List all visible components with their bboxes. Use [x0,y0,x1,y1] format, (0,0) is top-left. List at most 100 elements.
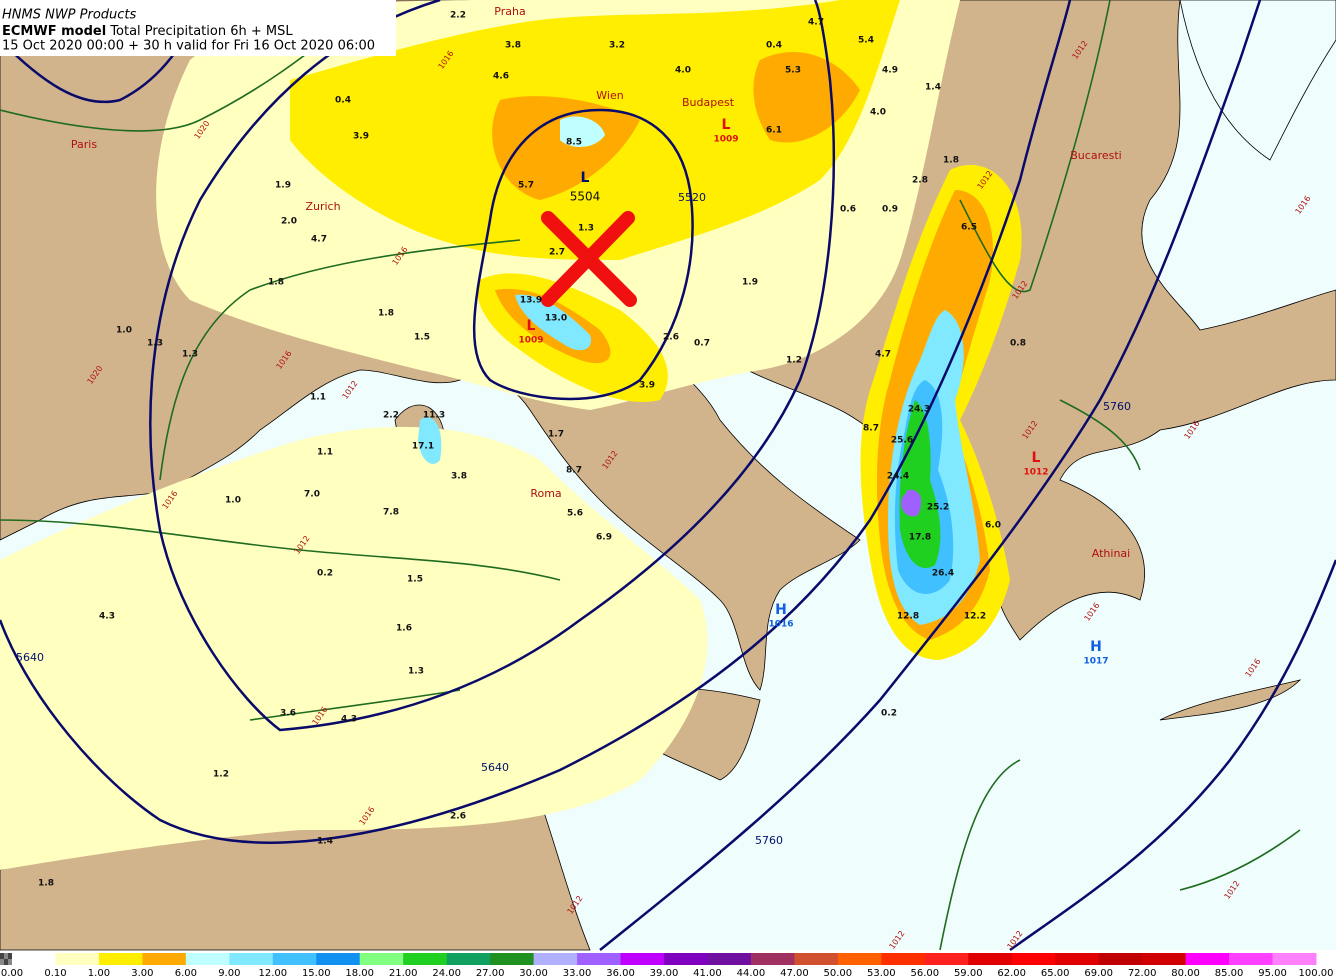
precipitation-value: 8.5 [566,138,582,148]
pressure-symbol: L [527,318,536,334]
header-valid: 15 Oct 2020 00:00 + 30 h valid for Fri 1… [2,39,375,54]
precipitation-value: 4.3 [341,715,357,725]
precipitation-value: 1.6 [396,624,412,634]
precipitation-value: 1.3 [408,667,424,677]
city-label: Praha [494,5,525,18]
geopotential-label: 5520 [678,191,706,204]
precipitation-value: 3.9 [639,381,655,391]
legend-label: 3.00 [131,968,153,979]
precipitation-value: 1.9 [742,278,758,288]
header-line: ECMWF model Total Precipitation 6h + MSL [2,24,293,39]
precipitation-value: 24.4 [887,472,909,482]
precipitation-value: 2.0 [281,217,297,227]
precipitation-value: 1.8 [378,309,394,319]
pressure-value: 1012 [1023,468,1048,478]
legend-swatch [1185,953,1230,965]
precipitation-value: 2.6 [450,812,466,822]
legend-label: 36.00 [606,968,635,979]
legend-checker [0,953,4,959]
precipitation-value: 1.0 [225,496,241,506]
precipitation-value: 4.7 [311,235,327,245]
pressure-value: 5504 [570,190,601,204]
precipitation-value: 1.4 [925,83,941,93]
precipitation-value: 0.8 [1010,339,1026,349]
precipitation-value: 12.2 [964,612,986,622]
legend-checker [8,959,12,965]
precipitation-value: 1.1 [317,448,333,458]
legend-label: 69.00 [1084,968,1113,979]
legend-swatch [794,953,839,965]
legend-label: 72.00 [1128,968,1157,979]
precipitation-value: 5.7 [518,181,534,191]
precipitation-value: 1.3 [182,350,198,360]
legend-swatch [229,953,274,965]
legend-label: 56.00 [910,968,939,979]
legend-label: 53.00 [867,968,896,979]
precipitation-value: 13.9 [520,296,542,306]
legend-swatch [359,953,404,965]
legend-checker [4,953,8,959]
pressure-symbol: H [1090,639,1102,655]
legend-label: 21.00 [389,968,418,979]
legend-swatch [185,953,230,965]
precipitation-value: 0.6 [840,205,856,215]
legend-swatch [1229,953,1274,965]
precipitation-value: 3.6 [280,709,296,719]
legend-swatch [664,953,708,965]
legend-swatch [1098,953,1143,965]
legend-swatch [12,953,56,965]
pressure-symbol: L [1032,450,1041,466]
legend-label: 30.00 [519,968,548,979]
precipitation-value: 1.8 [38,879,54,889]
city-label: Roma [530,487,561,500]
legend-swatch [968,953,1013,965]
legend-label: 39.00 [650,968,679,979]
legend-label: 6.00 [175,968,197,979]
precipitation-value: 5.6 [567,509,583,519]
precipitation-value: 8.7 [566,466,582,476]
precipitation-value: 7.0 [304,490,320,500]
precipitation-value: 12.8 [897,612,919,622]
legend-swatch [1011,953,1056,965]
pressure-value: 1017 [1083,657,1108,667]
legend-swatch [533,953,578,965]
legend-swatch [55,953,100,965]
legend-label: 12.00 [258,968,287,979]
legend-label: 50.00 [824,968,853,979]
legend-label: 95.00 [1258,968,1287,979]
legend-label: 59.00 [954,968,983,979]
legend-swatch [924,953,969,965]
legend-label: 85.00 [1215,968,1244,979]
legend-swatch [707,953,752,965]
precipitation-value: 3.8 [505,41,521,51]
legend-label: 62.00 [997,968,1026,979]
pressure-symbol: L [581,170,590,186]
header-model: ECMWF model [2,24,106,39]
geopotential-label: 5760 [755,834,783,847]
precipitation-value: 1.1 [310,393,326,403]
legend-swatch [620,953,665,965]
precipitation-value: 6.5 [961,223,977,233]
precipitation-value: 2.2 [450,11,466,21]
legend-label: 80.00 [1171,968,1200,979]
legend-label: 0.10 [44,968,66,979]
precipitation-value: 0.2 [317,569,333,579]
legend-checker [0,959,4,965]
precipitation-value: 4.3 [99,612,115,622]
red-x-mark [541,211,637,307]
precipitation-value: 2.7 [549,248,565,258]
legend-swatch [272,953,317,965]
legend-swatch [316,953,361,965]
precipitation-value: 3.9 [353,132,369,142]
pressure-symbol: L [722,117,731,133]
legend-swatch [142,953,187,965]
precipitation-value: 2.6 [663,333,679,343]
precipitation-value: 13.0 [545,314,567,324]
precipitation-areas [0,0,1022,870]
precipitation-value: 25.2 [927,503,949,513]
legend-swatch [490,953,535,965]
city-label: Athinai [1092,547,1130,560]
precipitation-value: 4.0 [870,108,886,118]
precipitation-value: 1.5 [414,333,430,343]
